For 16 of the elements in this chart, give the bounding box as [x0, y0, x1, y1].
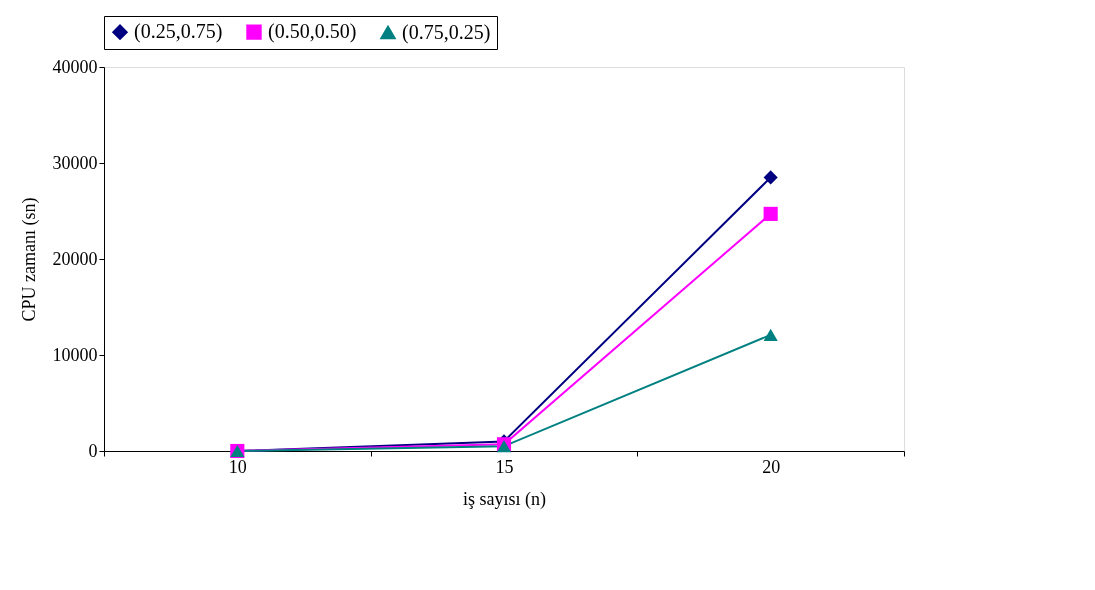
point — [763, 206, 778, 221]
y-tick-label: 10000 — [52, 344, 98, 365]
y-axis-title: CPU zamanı (sn) — [18, 197, 40, 322]
y-tick-label: 40000 — [52, 56, 98, 77]
y-tick-label: 30000 — [52, 152, 98, 173]
x-tick-label: 10 — [228, 456, 247, 477]
point — [763, 328, 778, 341]
legend-label: (0.50,0.50) — [268, 20, 357, 44]
y-tick-label: 20000 — [52, 248, 98, 269]
x-axis-title: iş sayısı (n) — [463, 488, 546, 510]
legend-label: (0.25,0.75) — [134, 20, 223, 44]
point — [763, 170, 778, 185]
legend-label: (0.75,0.25) — [402, 20, 491, 44]
x-tick-label: 15 — [495, 456, 514, 477]
x-tick-label: 20 — [762, 456, 781, 477]
y-tick-label: 0 — [88, 440, 98, 461]
